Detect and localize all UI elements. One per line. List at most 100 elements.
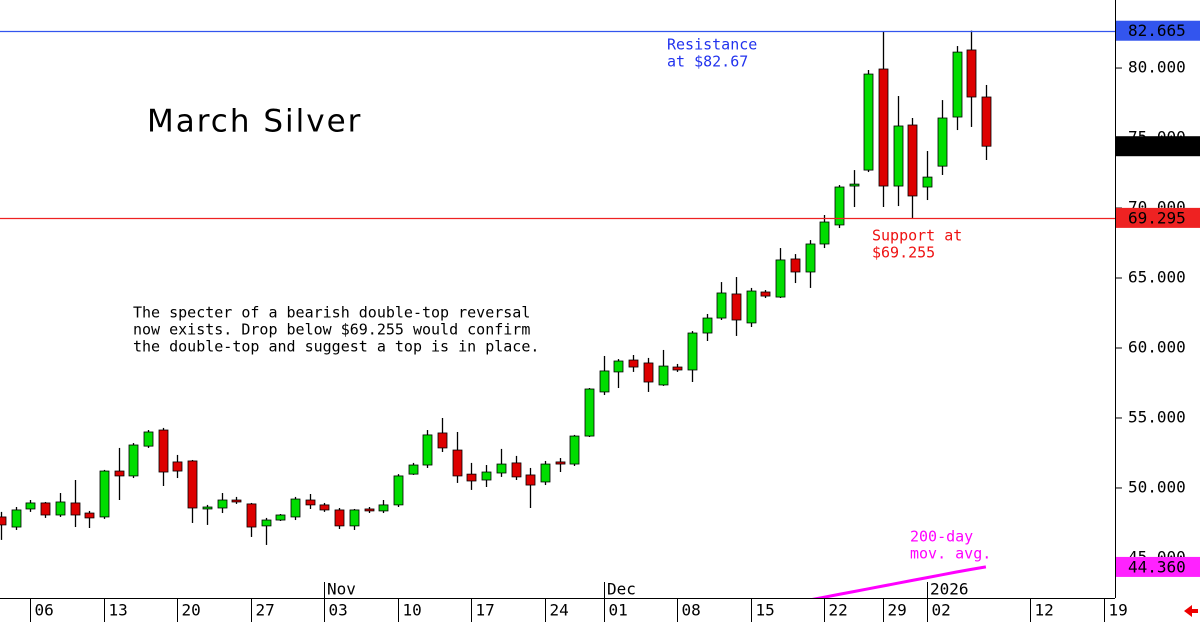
- annotation-text: Resistance: [667, 36, 757, 54]
- x-tick-label: 13: [109, 601, 128, 620]
- candle-body: [863, 73, 874, 171]
- candle-body: [128, 444, 139, 477]
- x-tick-label: 03: [329, 601, 348, 620]
- period-label: Dec: [607, 580, 636, 599]
- candle-body: [746, 290, 757, 324]
- candle-body: [275, 514, 286, 521]
- level-tag-box: [1116, 20, 1200, 41]
- candle-body: [687, 332, 698, 371]
- candle-body: [966, 49, 977, 98]
- candle-body: [481, 471, 492, 481]
- candle-body: [452, 449, 463, 477]
- candle-body: [819, 221, 830, 245]
- period-label: Nov: [327, 580, 356, 599]
- candle-body: [305, 499, 316, 506]
- candle-body: [569, 435, 580, 465]
- annotation-text: $69.255: [872, 244, 935, 262]
- scroll-arrow[interactable]: [1184, 605, 1198, 617]
- y-tick-label: 65.000: [1128, 268, 1186, 287]
- x-tick-label: 19: [1109, 601, 1128, 620]
- candle-body: [907, 124, 918, 197]
- candle-body: [511, 462, 522, 478]
- candle-body: [496, 463, 507, 474]
- candle-body: [672, 366, 683, 371]
- candle-body: [540, 463, 551, 483]
- candle-body: [290, 498, 301, 518]
- candle-body: [658, 365, 669, 386]
- candle-body: [187, 460, 198, 509]
- candle-body: [0, 516, 7, 526]
- candle-body: [393, 475, 404, 506]
- candle-body: [466, 473, 477, 482]
- annotation-text: at $82.67: [667, 53, 748, 71]
- candle-body: [422, 434, 433, 466]
- candle-body: [834, 186, 845, 226]
- candle-body: [158, 429, 169, 473]
- y-tick-label: 80.000: [1128, 58, 1186, 77]
- candle-body: [11, 509, 22, 528]
- moving-average-line: [811, 565, 987, 598]
- candle-body: [70, 502, 81, 516]
- candle-body: [702, 317, 713, 334]
- x-tick-label: 10: [403, 601, 422, 620]
- candle-body: [584, 388, 595, 437]
- candle-body: [613, 360, 624, 373]
- plot-area: [0, 30, 992, 598]
- y-tick-label: 55.000: [1128, 407, 1186, 426]
- x-tick-label: 22: [829, 601, 848, 620]
- candle-body: [349, 509, 360, 527]
- candle-body: [261, 519, 272, 527]
- annotation-text: The specter of a bearish double-top reve…: [133, 304, 530, 322]
- candle-body: [893, 125, 904, 187]
- candle-body: [217, 499, 228, 509]
- candle-body: [25, 502, 36, 510]
- candle-body: [231, 499, 242, 503]
- x-tick-label: 01: [609, 601, 628, 620]
- annotation-text: 200-day: [910, 528, 973, 546]
- candle-body: [408, 464, 419, 475]
- candle-body: [790, 258, 801, 273]
- candle-body: [628, 359, 639, 368]
- candle-body: [55, 501, 66, 516]
- candle-body: [805, 243, 816, 273]
- candle-body: [731, 293, 742, 321]
- x-tick-label: 08: [682, 601, 701, 620]
- candle-body: [319, 504, 330, 511]
- x-tick-label: 15: [756, 601, 775, 620]
- candle-body: [364, 508, 375, 512]
- price-tag-box: [1116, 556, 1200, 577]
- candle-body: [599, 370, 610, 393]
- candle-body: [981, 96, 992, 147]
- candle-body: [937, 117, 948, 167]
- x-tick-label: 27: [256, 601, 275, 620]
- x-tick-label: 20: [182, 601, 201, 620]
- candle-body: [99, 470, 110, 518]
- annotation-text: mov. avg.: [910, 545, 991, 563]
- level-tag-box: [1116, 207, 1200, 228]
- candle-body: [334, 509, 345, 527]
- candle-body: [716, 292, 727, 319]
- candle-body: [525, 474, 536, 486]
- x-tick-label: 24: [550, 601, 569, 620]
- x-tick-label: 12: [1035, 601, 1054, 620]
- candle-body: [775, 259, 786, 298]
- annotation-text: now exists. Drop below $69.255 would con…: [133, 321, 530, 339]
- candle-body: [643, 362, 654, 383]
- annotation-text: Support at: [872, 227, 962, 245]
- candle-body: [143, 431, 154, 447]
- candle-body: [555, 461, 566, 465]
- candle-body: [878, 68, 889, 187]
- candle-body: [40, 502, 51, 516]
- x-tick-label: 29: [888, 601, 907, 620]
- candle-body: [849, 183, 860, 187]
- candle-body: [952, 51, 963, 118]
- candle-body: [172, 461, 183, 472]
- level-tag-label: 82.665: [1128, 21, 1186, 40]
- candle-body: [922, 176, 933, 188]
- annotation-text: the double-top and suggest a top is in p…: [133, 338, 539, 356]
- x-tick-label: 06: [35, 601, 54, 620]
- y-tick-label: 50.000: [1128, 477, 1186, 496]
- x-tick-label: 02: [932, 601, 951, 620]
